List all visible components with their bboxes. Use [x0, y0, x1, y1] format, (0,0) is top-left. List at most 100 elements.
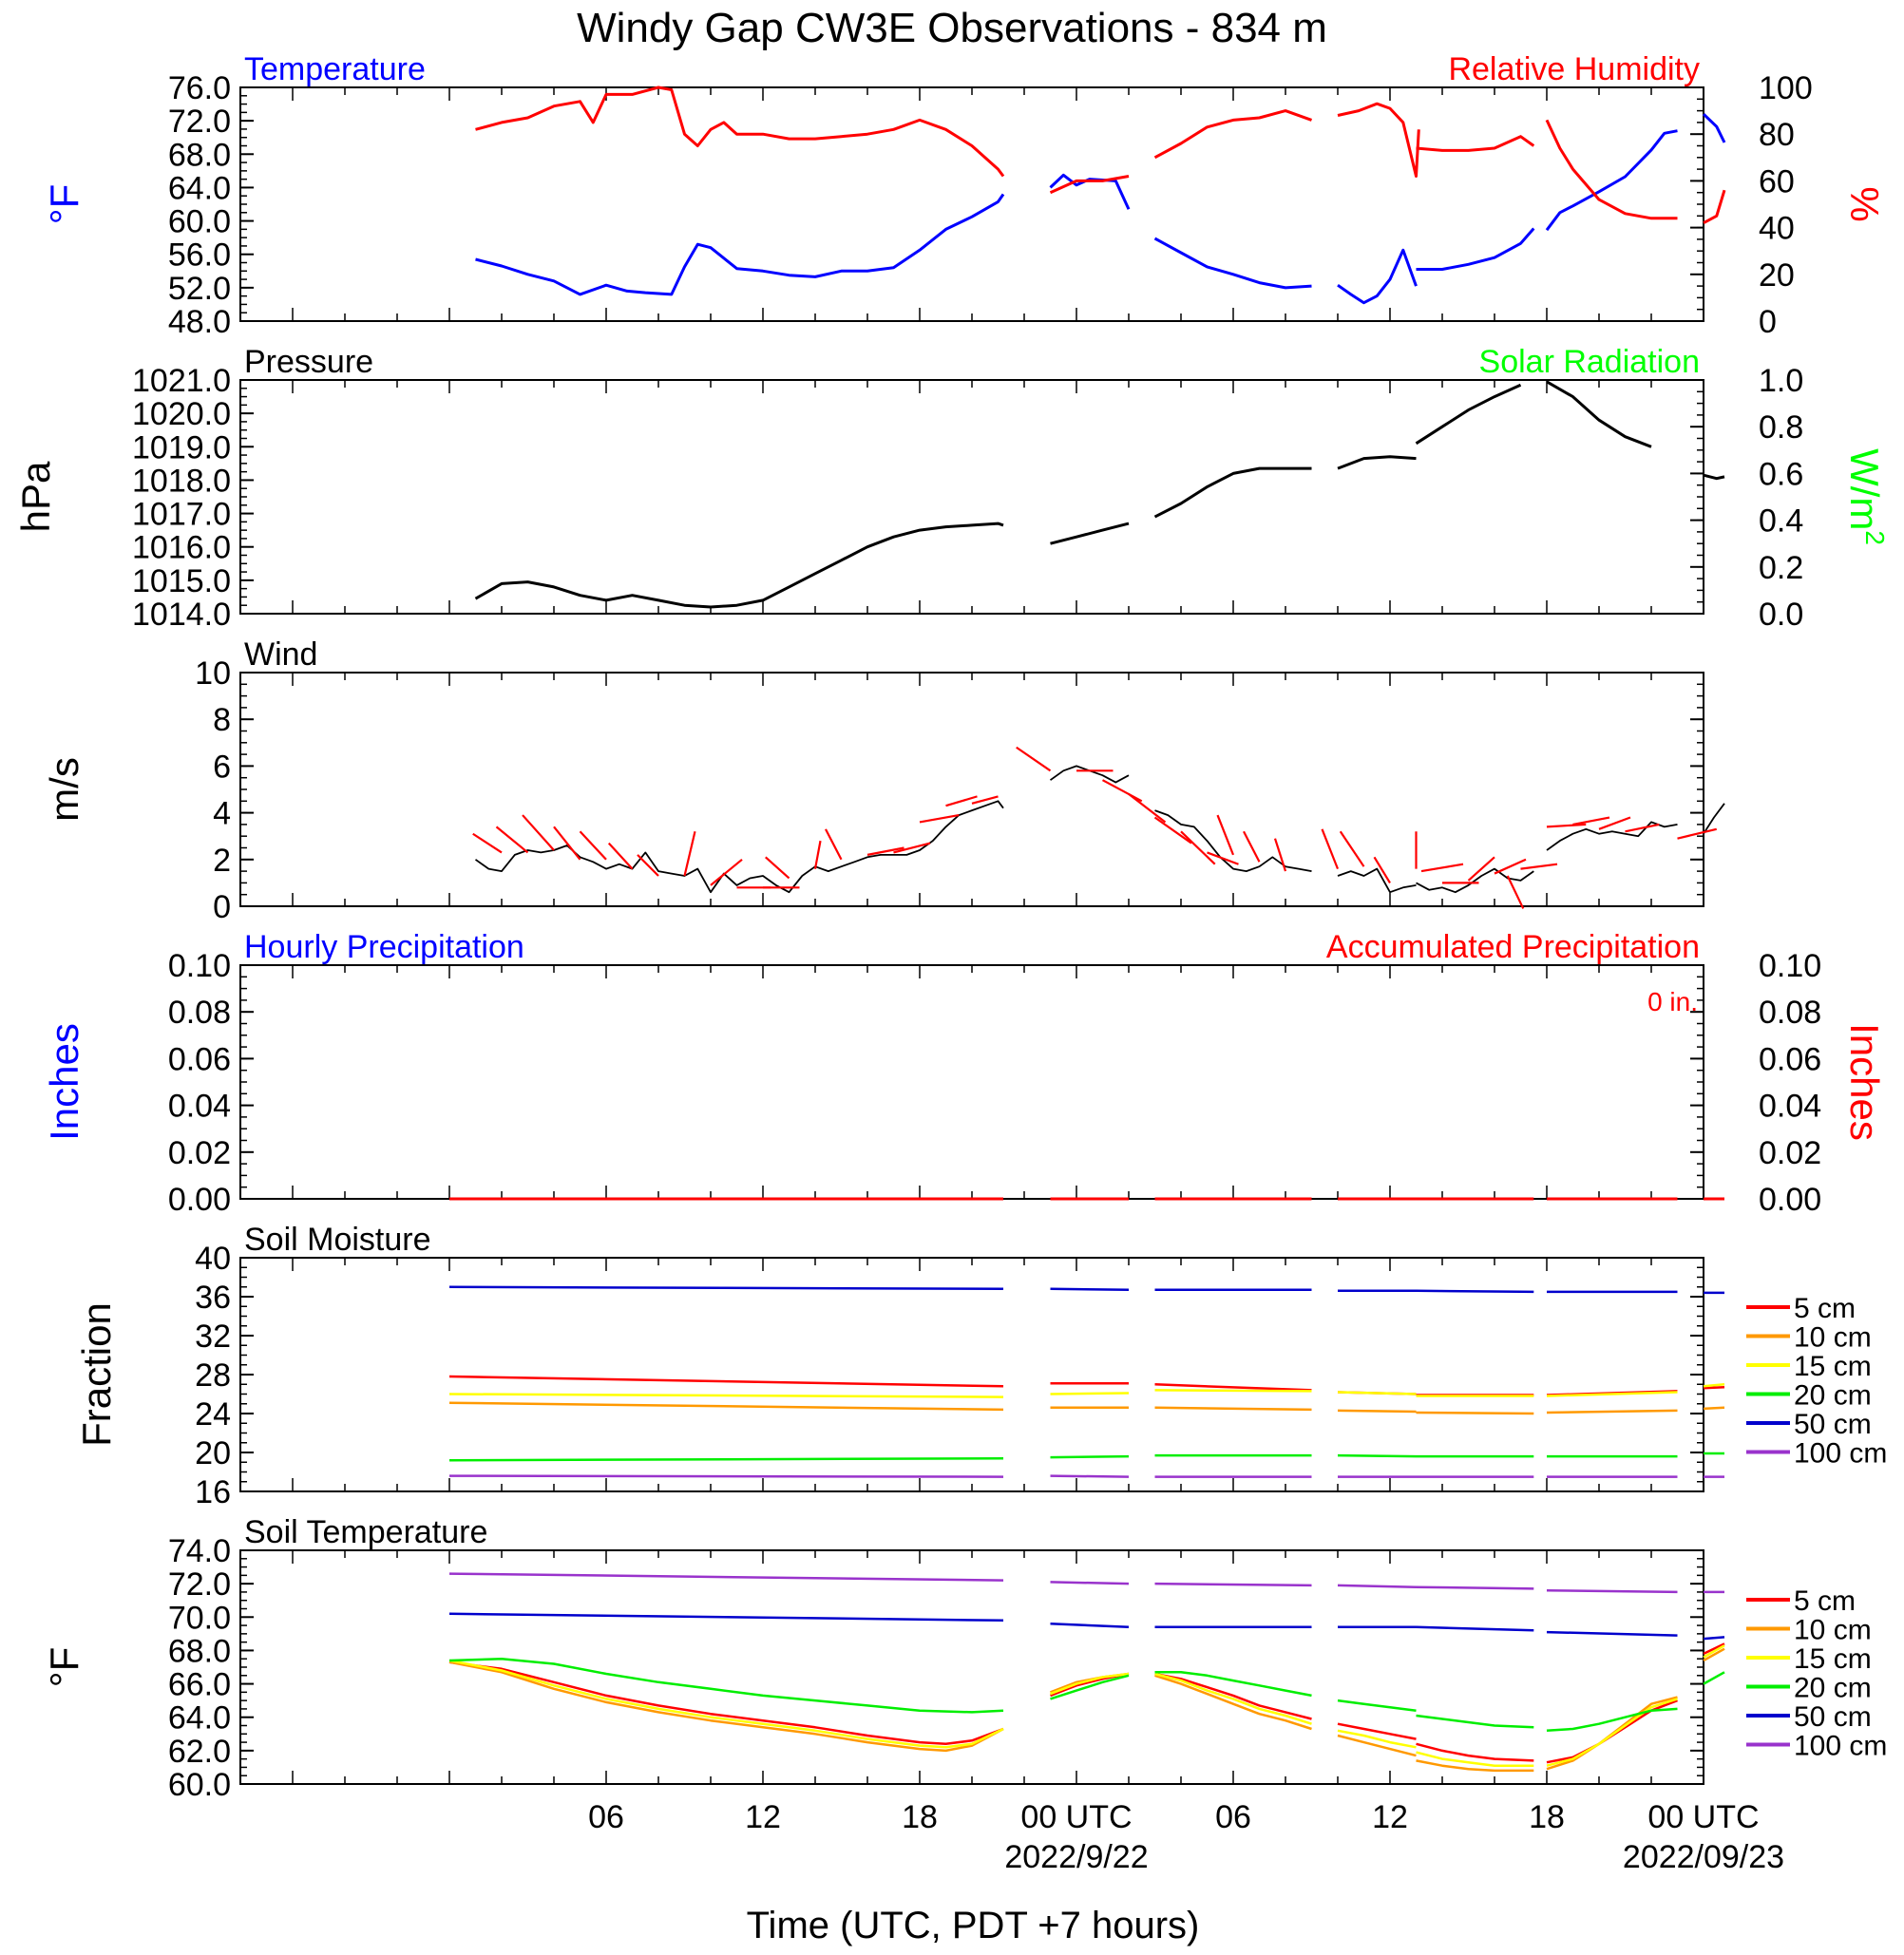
y-tick-label: 1015.0	[132, 563, 231, 599]
y-tick-label: 0.10	[168, 948, 231, 984]
legend-label: 100 cm	[1794, 1731, 1887, 1762]
y-tick-label: 1019.0	[132, 429, 231, 465]
panel-wind: 0 2 4 6 8 10 Wind m/s	[42, 636, 1725, 925]
wind-barb	[1016, 746, 1052, 772]
legend-label: 10 cm	[1794, 1322, 1872, 1354]
panel-frame	[239, 672, 1704, 907]
y-right-tick-label: 0.6	[1759, 456, 1803, 492]
wind-barb	[579, 830, 607, 861]
x-tick-label: 18	[902, 1799, 938, 1835]
wind-barb	[825, 828, 843, 861]
y-tick-label: 56.0	[168, 237, 231, 274]
series-line-10-cm	[1703, 1406, 1725, 1411]
series-line-relative-humidity	[475, 85, 1005, 178]
series-line-10-cm	[1703, 1647, 1725, 1662]
wind-barb	[893, 842, 931, 854]
series-line-10-cm	[1154, 1406, 1312, 1412]
series-line-10-cm	[1337, 1734, 1417, 1757]
series-line-100-cm	[448, 1572, 1004, 1582]
wind-barb	[637, 854, 659, 877]
x-tick-label: 00 UTC	[1647, 1799, 1759, 1835]
series-line-100-cm	[1050, 1474, 1130, 1478]
y-tick-label: 10	[195, 655, 231, 692]
wind-barb	[522, 814, 555, 851]
series-line-50-cm	[1050, 1287, 1130, 1292]
panel-frame	[239, 379, 1704, 615]
wind-barb	[1153, 816, 1192, 845]
series-line-wind-speed	[1049, 765, 1130, 784]
y-axis-label-right: Inches	[1842, 1023, 1887, 1141]
series-line-15-cm	[448, 1393, 1004, 1398]
series-line-wind-speed	[1546, 821, 1678, 851]
y-tick-label: 0.06	[168, 1041, 231, 1077]
x-tick-label: 12	[1372, 1799, 1408, 1835]
wind-barb	[683, 831, 696, 877]
wind-barb	[553, 826, 581, 861]
wind-barb	[1207, 851, 1239, 865]
series-line-relative-humidity	[1337, 102, 1420, 178]
series-line-20-cm	[1050, 1674, 1130, 1700]
wind-barb	[1520, 863, 1558, 870]
y-tick-label: 24	[195, 1396, 231, 1433]
series-line-15-cm	[1050, 1392, 1130, 1395]
wind-barb	[1273, 838, 1287, 872]
series-line-100-cm	[1546, 1588, 1678, 1594]
series-line-15-cm	[1050, 1672, 1130, 1696]
y-right-tick-label: 0.02	[1759, 1135, 1821, 1171]
panel-title-right: Relative Humidity	[1448, 51, 1700, 87]
wind-barb	[971, 795, 999, 805]
series-line-wind-speed	[474, 800, 1004, 894]
series-line-20-cm	[448, 1657, 1004, 1714]
panel-soil-temperature: 60.062.064.066.068.070.072.074.0 Soil Tem…	[42, 1514, 1887, 1875]
y-tick-label: 4	[213, 796, 231, 832]
series-line-wind-speed	[1337, 867, 1417, 894]
series-line-100-cm	[1337, 1584, 1417, 1588]
y-axis-label-left: Inches	[42, 1023, 86, 1141]
wind-barb	[765, 856, 790, 880]
series-line-50-cm	[1703, 1636, 1725, 1641]
series-line-50-cm	[448, 1285, 1004, 1291]
legend-label: 10 cm	[1794, 1615, 1872, 1646]
series-line-10-cm	[1154, 1674, 1312, 1731]
y-right-tick-label: 0.08	[1759, 995, 1821, 1031]
series-line-10-cm	[448, 1401, 1004, 1412]
series-line-relative-humidity	[1416, 135, 1535, 152]
wind-barb	[710, 858, 743, 886]
wind-barb	[1339, 830, 1365, 867]
series-line-relative-humidity	[1153, 109, 1313, 160]
panel-title-left: Soil Temperature	[244, 1514, 487, 1550]
series-line-pressure	[1415, 383, 1522, 446]
wind-barb	[1101, 779, 1143, 803]
y-tick-label: 64.0	[168, 170, 231, 206]
y-right-tick-label: 0.06	[1759, 1041, 1821, 1077]
panel-title-left: Temperature	[244, 51, 426, 87]
series-line-15-cm	[1337, 1729, 1417, 1749]
series-line-5-cm	[448, 1661, 1004, 1746]
series-line-100-cm	[448, 1474, 1004, 1478]
panel-frame	[239, 1549, 1704, 1785]
series-line-10-cm	[1416, 1411, 1534, 1415]
y-tick-label: 70.0	[168, 1600, 231, 1636]
x-tick-label: 12	[745, 1799, 781, 1835]
legend-label: 15 cm	[1794, 1351, 1872, 1382]
series-line-20-cm	[1337, 1453, 1417, 1458]
series-line-20-cm	[448, 1456, 1004, 1462]
y-tick-label: 76.0	[168, 70, 231, 106]
series-line-100-cm	[1416, 1585, 1534, 1590]
series-line-temperature	[1416, 227, 1535, 271]
wind-barb	[472, 832, 503, 854]
series-line-20-cm	[1337, 1699, 1417, 1712]
wind-barb	[1216, 814, 1235, 856]
y-tick-label: 68.0	[168, 1633, 231, 1669]
series-line-100-cm	[1154, 1582, 1312, 1587]
series-line-15-cm	[1703, 1644, 1725, 1659]
series-line-temperature	[1702, 113, 1726, 143]
series-line-temperature	[1153, 237, 1312, 290]
y-tick-label: 64.0	[168, 1700, 231, 1737]
legend-label: 50 cm	[1794, 1409, 1872, 1440]
wind-barb	[919, 813, 960, 824]
y-tick-label: 0.02	[168, 1135, 231, 1171]
y-right-tick-label: 20	[1759, 257, 1795, 294]
wind-barb	[1572, 816, 1610, 826]
legend-label: 20 cm	[1794, 1380, 1872, 1412]
